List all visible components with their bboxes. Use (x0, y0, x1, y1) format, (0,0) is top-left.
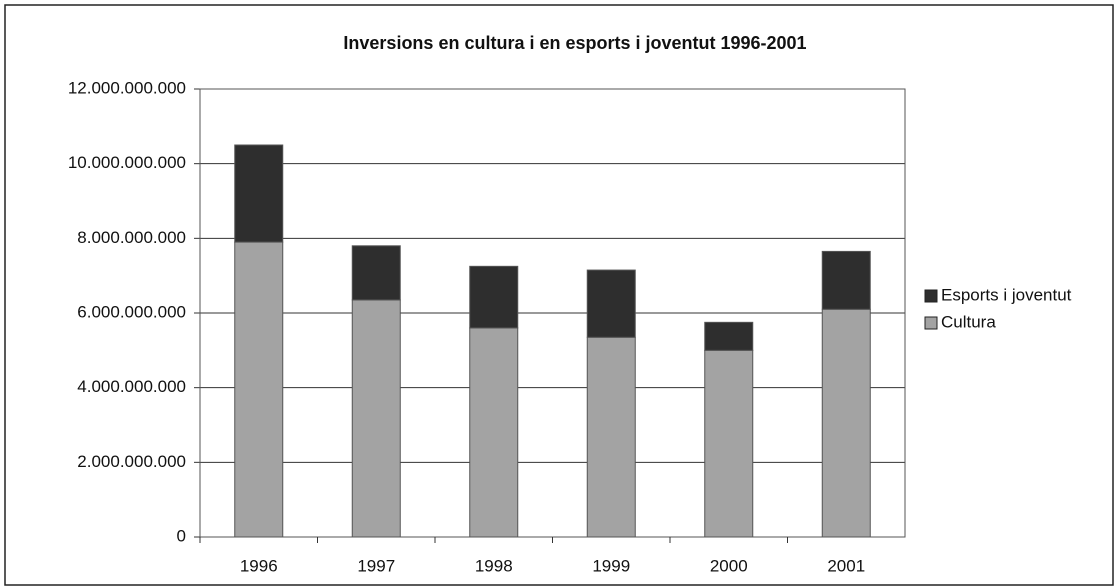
chart-title: Inversions en cultura i en esports i jov… (343, 33, 806, 53)
x-tick-label: 1999 (592, 556, 630, 575)
legend-label: Esports i joventut (941, 285, 1072, 304)
y-tick-label: 12.000.000.000 (68, 78, 186, 97)
y-tick-label: 2.000.000.000 (77, 452, 186, 471)
legend-swatch (924, 316, 938, 330)
bar-segment (234, 144, 284, 243)
y-tick-label: 8.000.000.000 (77, 228, 186, 247)
bar-segment (586, 269, 636, 338)
bar-segment (821, 308, 871, 538)
legend-label: Cultura (941, 312, 996, 331)
bar-segment (704, 321, 754, 351)
x-tick-label: 2001 (827, 556, 865, 575)
y-tick-label: 10.000.000.000 (68, 153, 186, 172)
x-tick-label: 2000 (710, 556, 748, 575)
bar-segment (351, 245, 401, 301)
bar-segment (469, 265, 519, 329)
bar-segment (704, 349, 754, 538)
bar-segment (586, 336, 636, 538)
y-tick-label: 0 (177, 526, 186, 545)
bar-segment (234, 241, 284, 538)
y-tick-label: 4.000.000.000 (77, 377, 186, 396)
x-tick-label: 1997 (357, 556, 395, 575)
x-tick-label: 1998 (475, 556, 513, 575)
bar-segment (351, 299, 401, 538)
legend-swatch (924, 289, 938, 303)
bar-segment (469, 327, 519, 538)
y-tick-label: 6.000.000.000 (77, 302, 186, 321)
bar-segment (821, 250, 871, 310)
x-tick-label: 1996 (240, 556, 278, 575)
